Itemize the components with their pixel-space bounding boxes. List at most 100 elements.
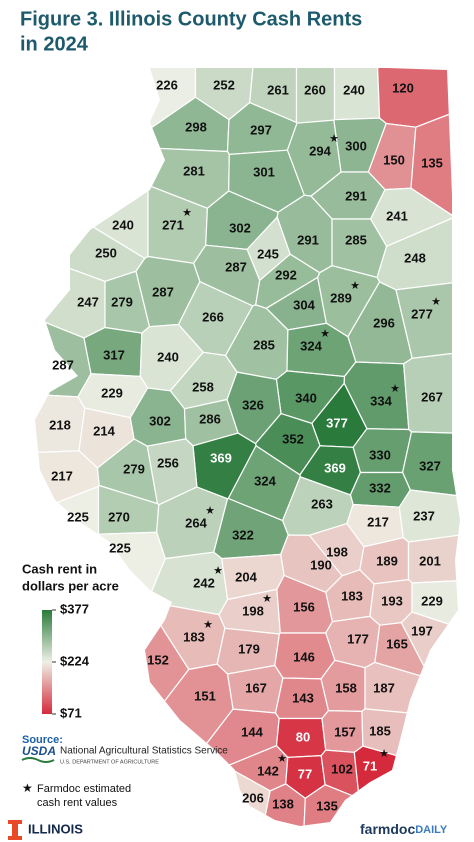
county-value: 135 — [421, 155, 443, 170]
county-value: 352 — [282, 431, 304, 446]
footer-right: farmdocDAILY — [360, 821, 448, 837]
county-value: 183 — [341, 588, 363, 603]
county-value: 245 — [257, 246, 279, 261]
county-value: 266 — [202, 309, 224, 324]
county-value: 334 — [370, 393, 392, 408]
estimate-star: ★ — [329, 133, 339, 145]
county-value: 135 — [316, 798, 338, 813]
county-value: 189 — [376, 553, 398, 568]
county-value: 198 — [326, 544, 348, 559]
county-value: 158 — [335, 680, 357, 695]
county-value: 304 — [293, 297, 315, 312]
county-value: 317 — [103, 347, 125, 362]
county-value: 237 — [413, 508, 435, 523]
county-value: 152 — [147, 652, 169, 667]
county-value: 369 — [210, 450, 232, 465]
county-value: 142 — [257, 763, 279, 778]
county-value: 206 — [242, 790, 264, 805]
county — [35, 392, 86, 455]
estimate-star: ★ — [213, 565, 223, 577]
county-value: 263 — [311, 496, 333, 511]
county-value: 340 — [295, 390, 317, 405]
county-value: 287 — [52, 357, 74, 372]
county-value: 287 — [225, 259, 247, 274]
county-value: 225 — [109, 540, 131, 555]
legend-title: dollars per acre — [22, 578, 119, 593]
county-value: 291 — [345, 188, 367, 203]
county-value: 218 — [49, 417, 71, 432]
county-value: 214 — [93, 423, 115, 438]
estimate-star: ★ — [350, 280, 360, 292]
county-value: 183 — [183, 629, 205, 644]
county-value: 150 — [383, 152, 405, 167]
estimate-star: ★ — [262, 593, 272, 605]
county-value: 77 — [298, 766, 312, 781]
county-value: 285 — [345, 232, 367, 247]
county — [35, 109, 149, 260]
estimate-star: ★ — [203, 619, 213, 631]
legend-label: $71 — [60, 705, 82, 720]
county-value: 287 — [152, 284, 174, 299]
estimate-star: ★ — [182, 207, 192, 219]
legend-title: Cash rent in — [22, 561, 97, 576]
county-value: 198 — [242, 603, 264, 618]
county-value: 143 — [292, 690, 314, 705]
county-value: 197 — [411, 623, 433, 638]
county-value: 144 — [241, 724, 263, 739]
county-value: 294 — [309, 143, 331, 158]
county-value: 285 — [253, 337, 275, 352]
estimate-star: ★ — [205, 505, 215, 517]
usda-logo: USDA — [22, 744, 56, 758]
county-value: 258 — [192, 379, 214, 394]
estimate-star: ★ — [431, 296, 441, 308]
county-value: 120 — [392, 80, 414, 95]
county-value: 241 — [386, 208, 408, 223]
county-value: 146 — [293, 649, 315, 664]
county-value: 250 — [95, 245, 117, 260]
county-value: 242 — [193, 575, 215, 590]
county-value: 322 — [232, 527, 254, 542]
county-value: 187 — [373, 680, 395, 695]
county-value: 229 — [101, 385, 123, 400]
county-value: 277 — [411, 306, 433, 321]
county-value: 256 — [157, 455, 179, 470]
county — [398, 489, 460, 543]
legend-bar — [42, 610, 52, 714]
illinois-logo — [8, 820, 22, 840]
county-value: 267 — [421, 389, 443, 404]
county-value: 240 — [112, 217, 134, 232]
source-label: Source: — [22, 734, 63, 746]
estimate-star: ★ — [379, 748, 389, 760]
county-value: 326 — [242, 397, 264, 412]
county-value: 330 — [369, 447, 391, 462]
county-value: 296 — [373, 315, 395, 330]
county-value: 157 — [334, 724, 356, 739]
county-value: 204 — [235, 569, 257, 584]
county-value: 240 — [343, 82, 365, 97]
legend: $377 $224 $71 — [52, 601, 90, 720]
county-value: 177 — [347, 631, 369, 646]
footer-brand: farmdoc — [360, 821, 415, 837]
title: Figure 3. Illinois County Cash Rents — [20, 8, 362, 30]
county-value: 252 — [213, 77, 235, 92]
county-value: 247 — [77, 294, 99, 309]
county-value: 302 — [229, 220, 251, 235]
county-value: 292 — [275, 267, 297, 282]
county-value: 281 — [183, 163, 205, 178]
county-value: 264 — [185, 515, 207, 530]
county-value: 156 — [293, 599, 315, 614]
estimate-star: ★ — [320, 328, 330, 340]
note: Farmdoc estimated — [37, 783, 131, 795]
county-value: 229 — [421, 593, 443, 608]
county-value: 190 — [310, 557, 332, 572]
county-value: 271 — [162, 217, 184, 232]
county-value: 261 — [267, 82, 289, 97]
county-value: 298 — [185, 119, 207, 134]
county-value: 260 — [304, 82, 326, 97]
county-value: 201 — [419, 553, 441, 568]
estimate-star: ★ — [390, 383, 400, 395]
estimate-star: ★ — [277, 753, 287, 765]
title: in 2024 — [20, 33, 89, 55]
county-value: 286 — [199, 411, 221, 426]
